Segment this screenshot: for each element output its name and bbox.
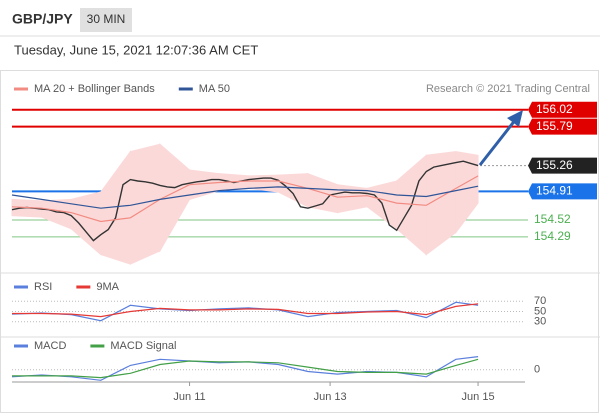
legend-label: MA 50 [199,83,230,95]
y-tick-label: 70 [534,295,546,307]
level-tag [528,157,597,174]
x-tick-label: Jun 11 [173,391,205,403]
legend-label: RSI [34,281,52,293]
plot: MA 20 + Bollinger Bands MA 50 156.02 155.79… [11,83,597,403]
legend-label: 9MA [96,281,119,293]
level-label: 156.02 [536,102,573,116]
legend-label: MACD [34,340,66,352]
series-line [11,175,479,223]
x-tick-label: Jun 15 [462,391,495,403]
series-line [12,303,479,318]
source: Research © 2021 Trading Central [426,83,590,95]
level-tag [528,101,597,118]
date: Tuesday, June 15, 2021 12:07:36 AM CET [14,42,258,57]
level-tag [528,183,597,200]
level-label: 154.91 [536,183,573,197]
y-tick-label: 0 [534,364,540,376]
level-label: 154.52 [534,212,571,226]
series-line [12,358,479,379]
x-tick-label: Jun 13 [314,391,347,403]
y-tick-label: 50 [534,305,546,317]
timeframe-box [80,8,132,32]
level-tag [528,118,597,135]
forecast-arrow [478,118,518,166]
timeframe: 30 MIN [87,12,126,26]
level-label: 155.26 [536,158,573,172]
chart-frame [0,70,599,413]
symbol: GBP/JPY [12,11,73,27]
legend-label: MA 20 + Bollinger Bands [34,83,155,95]
legend-label: MACD Signal [110,340,176,352]
series-line [11,185,479,209]
level-label: 155.79 [536,119,573,133]
band [455,151,479,234]
y-tick-label: 30 [534,316,546,328]
arrow-head [507,110,523,127]
level-label: 154.29 [534,229,571,243]
price-line [11,160,479,242]
